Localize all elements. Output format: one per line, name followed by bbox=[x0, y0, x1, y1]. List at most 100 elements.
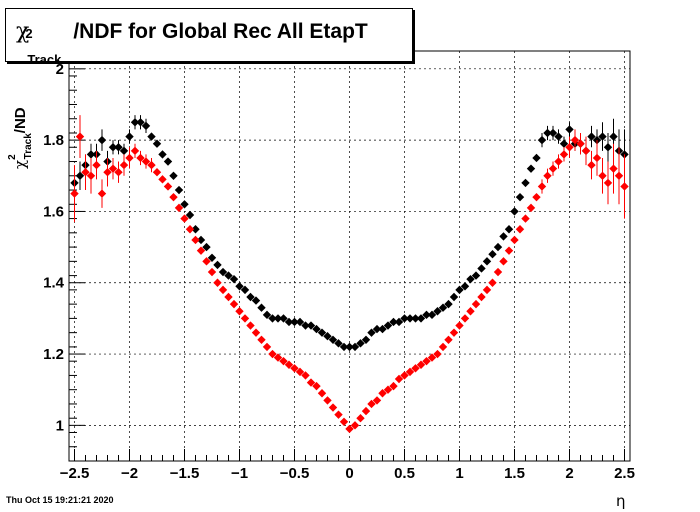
black-series-point bbox=[378, 324, 387, 334]
red-series-point bbox=[251, 328, 261, 337]
black-series-point bbox=[147, 132, 156, 141]
red-series-point bbox=[488, 278, 497, 287]
red-series-point bbox=[350, 421, 360, 430]
x-tick-label: 2 bbox=[565, 465, 573, 482]
title-subscript: Track bbox=[27, 52, 62, 67]
black-series-point bbox=[86, 150, 96, 159]
red-series-point bbox=[367, 399, 376, 409]
black-series-point bbox=[466, 274, 475, 284]
red-series-point bbox=[433, 349, 442, 359]
red-series-point bbox=[158, 175, 167, 184]
red-series-point bbox=[526, 203, 536, 213]
title-superscript: 2 bbox=[25, 26, 33, 41]
black-series-point bbox=[427, 310, 437, 320]
black-series-point bbox=[136, 118, 145, 127]
red-series-point bbox=[246, 321, 255, 330]
y-tick-label: 1.8 bbox=[43, 132, 64, 149]
red-series-point bbox=[587, 160, 596, 170]
red-series-point bbox=[97, 189, 107, 198]
black-series-point bbox=[240, 285, 250, 295]
black-series-point bbox=[471, 271, 481, 280]
black-series-point bbox=[389, 317, 398, 327]
black-series-point bbox=[158, 150, 167, 159]
red-series-point bbox=[290, 364, 299, 373]
black-series-point bbox=[284, 317, 294, 327]
red-series-point bbox=[180, 214, 189, 223]
title-main: /NDF for Global Rec All EtapT bbox=[73, 20, 368, 43]
black-series-point bbox=[323, 332, 332, 341]
red-series-point bbox=[614, 171, 624, 180]
black-series-point bbox=[449, 292, 459, 302]
title-chi: χ bbox=[16, 19, 30, 44]
black-series-point bbox=[273, 314, 283, 323]
red-series-point bbox=[378, 389, 387, 398]
black-series-point bbox=[493, 242, 503, 252]
black-series-point bbox=[367, 328, 376, 337]
red-series-point bbox=[284, 360, 294, 369]
y-axis-label: χ2 Track/ND bbox=[6, 60, 46, 170]
black-series-point bbox=[163, 157, 173, 166]
red-series-point bbox=[229, 299, 239, 309]
x-tick-label: 0.5 bbox=[394, 465, 415, 482]
black-series-point bbox=[108, 143, 118, 152]
black-series-point bbox=[361, 335, 371, 344]
red-series-point bbox=[169, 192, 178, 202]
black-series-point bbox=[213, 260, 222, 270]
black-series-point bbox=[202, 242, 211, 252]
black-series-point bbox=[257, 303, 266, 312]
black-series-point bbox=[521, 178, 530, 188]
black-series-point bbox=[350, 342, 360, 352]
black-series-point bbox=[537, 135, 547, 145]
x-tick-label: 1.5 bbox=[504, 465, 525, 482]
black-series-point bbox=[499, 232, 508, 241]
red-series-point bbox=[356, 414, 365, 423]
y-tick-labels: 1 1.2 1.4 1.6 1.8 2 bbox=[43, 61, 65, 435]
black-series-point bbox=[268, 314, 277, 323]
black-series-point bbox=[279, 314, 288, 323]
red-series-point bbox=[482, 285, 492, 295]
red-series-point bbox=[174, 203, 184, 213]
black-series-point bbox=[482, 257, 492, 266]
red-series-point bbox=[81, 168, 90, 177]
black-series-point bbox=[246, 292, 255, 302]
red-series-point bbox=[372, 396, 382, 405]
black-series-point bbox=[356, 339, 365, 348]
red-series-point bbox=[213, 278, 222, 287]
black-series-point bbox=[196, 235, 206, 245]
black-series-point bbox=[251, 296, 261, 305]
red-series-point bbox=[422, 356, 431, 366]
x-tick-label: 0 bbox=[345, 465, 353, 482]
x-tick-label: 2.5 bbox=[614, 465, 635, 482]
black-series-point bbox=[75, 171, 85, 180]
black-series-point bbox=[565, 125, 574, 134]
y-tick-label: 1.4 bbox=[43, 275, 65, 292]
black-series-point bbox=[543, 128, 552, 138]
red-series-point bbox=[301, 371, 310, 380]
y-tick-label: 2 bbox=[56, 61, 64, 78]
red-series-point bbox=[455, 321, 464, 330]
y-tick-label: 1.6 bbox=[43, 203, 64, 220]
black-series-point bbox=[290, 317, 299, 327]
red-series-point bbox=[521, 214, 530, 223]
red-series-point bbox=[235, 307, 244, 316]
red-series-point bbox=[273, 353, 283, 362]
x-tick-labels: −2.5 −2 −1.5 −1 −0.5 0 0.5 1 1.5 2 2.5 bbox=[60, 465, 635, 482]
black-series-point bbox=[339, 342, 349, 352]
black-series-point bbox=[438, 303, 448, 312]
red-series-point bbox=[559, 150, 569, 159]
black-series-point bbox=[559, 139, 569, 148]
red-series-point bbox=[427, 353, 437, 362]
series-black bbox=[70, 115, 629, 352]
red-series-point bbox=[312, 381, 321, 391]
red-series-point bbox=[185, 225, 195, 234]
black-series-point bbox=[620, 150, 629, 159]
black-series-point bbox=[477, 264, 486, 273]
black-series-point bbox=[598, 132, 607, 141]
red-series-point bbox=[207, 267, 217, 277]
black-series-point bbox=[548, 128, 558, 138]
black-series-point bbox=[609, 132, 618, 141]
red-series-point bbox=[466, 307, 475, 316]
red-series-point bbox=[493, 267, 503, 277]
black-series-point bbox=[218, 267, 228, 277]
